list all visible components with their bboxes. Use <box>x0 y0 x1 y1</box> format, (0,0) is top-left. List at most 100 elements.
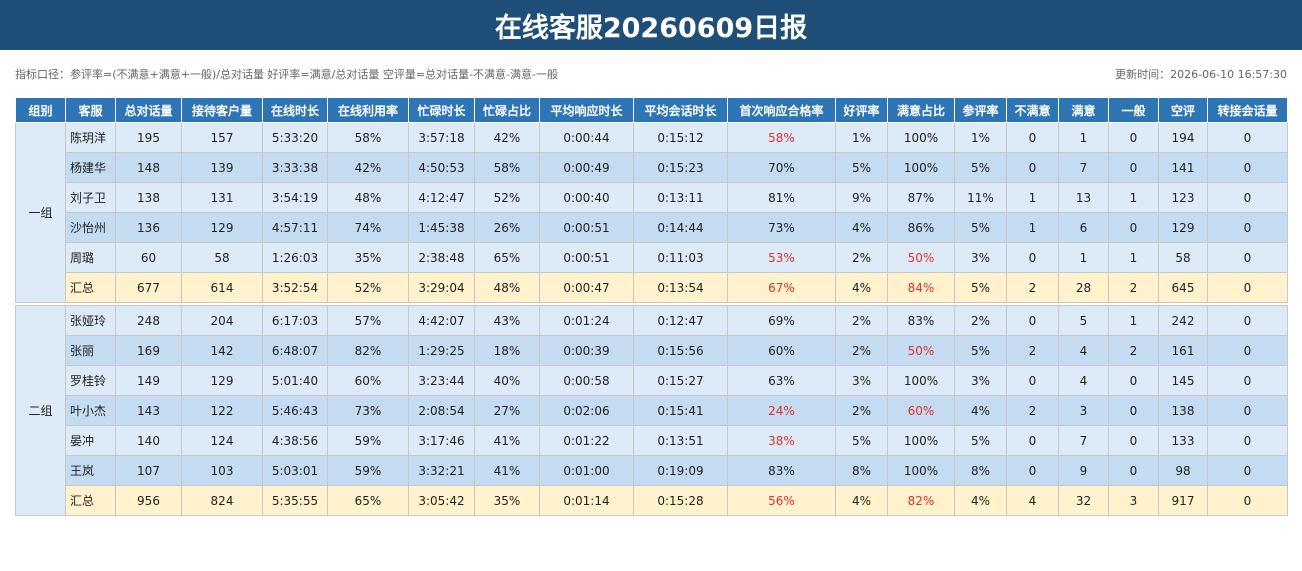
cell: 65% <box>327 485 409 516</box>
cell: 6:48:07 <box>262 335 328 366</box>
table-row: 二组 张娅玲 248 204 6:17:03 57% 4:42:07 43% 0:01:24 0:… <box>15 305 1288 516</box>
cell: 204 <box>181 305 263 336</box>
cell: 5% <box>835 152 888 183</box>
cell: 81% <box>727 182 836 213</box>
cell: 87% <box>887 182 955 213</box>
cell: 58 <box>181 242 263 273</box>
cell: 0:00:51 <box>539 212 634 243</box>
cell: 0 <box>1207 242 1288 273</box>
cell: 0 <box>1207 395 1288 426</box>
column-header: 在线时长 <box>262 97 328 123</box>
cell: 1 <box>1006 182 1059 213</box>
cell: 0:15:28 <box>633 485 728 516</box>
cell: 2 <box>1006 395 1059 426</box>
cell: 0 <box>1207 305 1288 336</box>
cell: 0:12:47 <box>633 305 728 336</box>
cell: 57% <box>327 305 409 336</box>
cell: 103 <box>181 455 263 486</box>
cell: 0:01:24 <box>539 305 634 336</box>
cell: 3:57:18 <box>408 122 475 153</box>
cell: 60% <box>887 395 955 426</box>
agent-name: 汇总 <box>65 485 116 516</box>
cell: 40% <box>474 365 540 396</box>
cell: 4:50:53 <box>408 152 475 183</box>
cell: 11% <box>954 182 1007 213</box>
group-section: 二组 张娅玲 248 204 6:17:03 57% 4:42:07 43% 0:01:24 0:… <box>15 302 1288 516</box>
cell: 0 <box>1207 425 1288 456</box>
cell: 42% <box>327 152 409 183</box>
cell: 169 <box>115 335 182 366</box>
cell: 18% <box>474 335 540 366</box>
cell: 86% <box>887 212 955 243</box>
cell: 149 <box>115 365 182 396</box>
cell: 52% <box>474 182 540 213</box>
cell: 0:19:09 <box>633 455 728 486</box>
cell: 131 <box>181 182 263 213</box>
cell: 28 <box>1058 272 1109 303</box>
column-header: 不满意 <box>1006 97 1059 123</box>
table-row: 王岚 107 103 5:03:01 59% 3:32:21 41% 0:01:00 0:19:… <box>16 455 1288 486</box>
cell: 2% <box>954 305 1007 336</box>
cell: 0 <box>1006 305 1059 336</box>
cell: 123 <box>1158 182 1208 213</box>
cell: 65% <box>474 242 540 273</box>
cell: 0:01:14 <box>539 485 634 516</box>
agent-name: 沙怡州 <box>65 212 116 243</box>
cell: 82% <box>327 335 409 366</box>
cell: 32 <box>1058 485 1109 516</box>
cell: 100% <box>887 365 955 396</box>
cell: 0 <box>1108 152 1159 183</box>
cell: 107 <box>115 455 182 486</box>
cell: 0 <box>1006 122 1059 153</box>
cell: 0 <box>1108 425 1159 456</box>
cell: 0 <box>1207 485 1288 516</box>
cell: 1 <box>1058 242 1109 273</box>
cell: 83% <box>887 305 955 336</box>
cell: 0 <box>1006 455 1059 486</box>
cell: 1 <box>1108 305 1159 336</box>
cell: 1 <box>1058 122 1109 153</box>
cell: 5:33:20 <box>262 122 328 153</box>
column-header: 空评 <box>1158 97 1208 123</box>
cell: 5% <box>954 152 1007 183</box>
cell: 3:33:38 <box>262 152 328 183</box>
cell: 50% <box>887 242 955 273</box>
cell: 5% <box>835 425 888 456</box>
cell: 0:15:27 <box>633 365 728 396</box>
cell: 0:15:56 <box>633 335 728 366</box>
cell: 0:00:49 <box>539 152 634 183</box>
cell: 0:00:44 <box>539 122 634 153</box>
column-header: 忙碌占比 <box>474 97 540 123</box>
cell: 0:00:47 <box>539 272 634 303</box>
cell: 41% <box>474 455 540 486</box>
cell: 69% <box>727 305 836 336</box>
cell: 138 <box>1158 395 1208 426</box>
cell: 59% <box>327 455 409 486</box>
table-row: 杨建华 148 139 3:33:38 42% 4:50:53 58% 0:00:49 0:15… <box>16 152 1288 183</box>
cell: 59% <box>327 425 409 456</box>
cell: 2 <box>1006 272 1059 303</box>
cell: 0 <box>1108 395 1159 426</box>
group-section: 一组 陈玥洋 195 157 5:33:20 58% 3:57:18 42% 0:00:44 0:… <box>15 122 1288 303</box>
cell: 129 <box>181 212 263 243</box>
cell: 9% <box>835 182 888 213</box>
cell: 48% <box>327 182 409 213</box>
cell: 60 <box>115 242 182 273</box>
cell: 53% <box>727 242 836 273</box>
cell: 5:01:40 <box>262 365 328 396</box>
cell: 56% <box>727 485 836 516</box>
cell: 60% <box>327 365 409 396</box>
cell: 0:01:22 <box>539 425 634 456</box>
cell: 58% <box>727 122 836 153</box>
cell: 4 <box>1006 485 1059 516</box>
cell: 4% <box>835 485 888 516</box>
cell: 3:52:54 <box>262 272 328 303</box>
cell: 5% <box>954 335 1007 366</box>
table-row: 一组 陈玥洋 195 157 5:33:20 58% 3:57:18 42% 0:00:44 0:… <box>15 122 1288 303</box>
cell: 0:15:41 <box>633 395 728 426</box>
cell: 0:11:03 <box>633 242 728 273</box>
cell: 0:13:54 <box>633 272 728 303</box>
cell: 129 <box>1158 212 1208 243</box>
cell: 1 <box>1108 242 1159 273</box>
